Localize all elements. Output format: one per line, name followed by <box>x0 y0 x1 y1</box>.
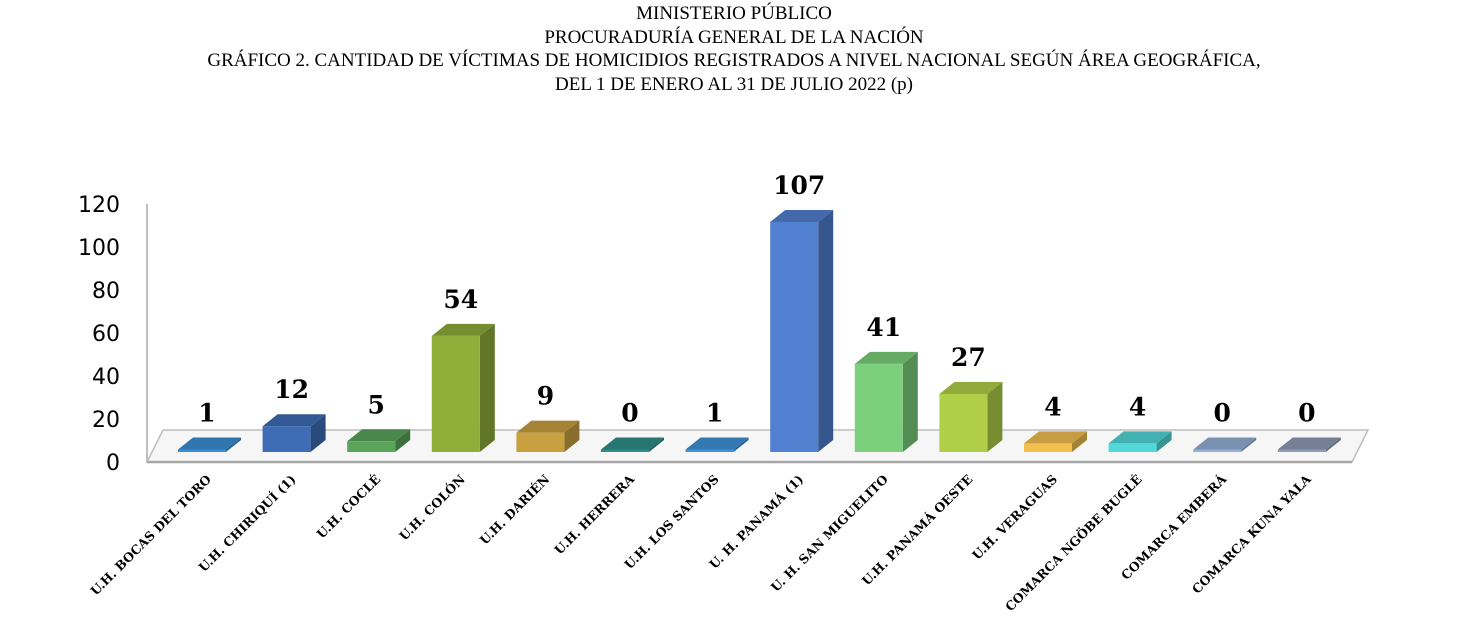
bar-front-face <box>178 449 226 452</box>
bar <box>431 323 495 452</box>
x-tick-label: COMARCA NGÖBE BUGLÉ <box>1001 471 1144 614</box>
bar <box>685 437 749 452</box>
x-tick-label: U.H. VERAGUAS <box>969 472 1060 563</box>
bar-front-face <box>516 432 565 452</box>
bar-front-face <box>854 363 903 452</box>
bar-top-face <box>1277 437 1341 450</box>
bar-side-face <box>1072 431 1087 452</box>
bar-front-face <box>601 449 649 452</box>
bar <box>1108 431 1172 452</box>
chart-axes <box>145 204 1370 464</box>
data-label: 27 <box>951 343 986 372</box>
title-line-chart-title: GRÁFICO 2. CANTIDAD DE VÍCTIMAS DE HOMIC… <box>207 50 1261 71</box>
bar-side-face <box>1241 437 1257 452</box>
bar-top-face <box>770 209 834 222</box>
bar-side-face <box>310 414 326 452</box>
y-tick-label: 80 <box>92 279 120 304</box>
title-line-date-range: DEL 1 DE ENERO AL 31 DE JULIO 2022 (p) <box>555 73 913 95</box>
bar <box>347 429 411 452</box>
y-tick-label: 120 <box>78 193 120 218</box>
bar-top-face <box>431 323 495 336</box>
bar-top-face <box>1193 437 1257 450</box>
bar-side-face <box>1325 437 1341 452</box>
bar-side-face <box>649 437 664 452</box>
bar <box>770 209 834 452</box>
data-label: 0 <box>1213 399 1230 428</box>
data-label: 107 <box>773 171 825 200</box>
data-label: 0 <box>621 399 638 428</box>
x-tick-label: U.H. HERRERA <box>551 471 637 557</box>
bar <box>1024 431 1087 452</box>
data-label: 1 <box>198 399 215 428</box>
bar-top-face <box>262 414 326 427</box>
bar-top-face <box>178 437 241 450</box>
bar-front-face <box>431 335 480 452</box>
x-tick-label: U.H. COLÓN <box>395 471 468 544</box>
y-tick-label: 40 <box>92 365 120 390</box>
title-line-procuraduria: PROCURADURÍA GENERAL DE LA NACIÓN <box>544 26 924 48</box>
bar-top-face <box>854 351 918 364</box>
x-tick-label: U.H. LOS SANTOS <box>621 472 721 572</box>
bar <box>601 437 664 452</box>
bar-side-face <box>226 437 241 452</box>
bar-side-face <box>564 420 580 452</box>
bar-front-face <box>770 221 819 452</box>
data-label: 4 <box>1044 392 1061 421</box>
bar-front-face <box>1277 449 1326 452</box>
y-axis-ticks: 0 20 40 60 80 100 120 <box>78 193 120 476</box>
data-label: 9 <box>537 382 554 411</box>
bar <box>178 437 241 452</box>
bar <box>516 420 580 452</box>
bar-top-face <box>601 437 664 450</box>
bar-top-face <box>1108 431 1172 444</box>
bar-top-face <box>685 437 749 450</box>
bar-front-face <box>1193 449 1242 452</box>
bar-front-face <box>1024 443 1072 452</box>
data-label: 0 <box>1298 399 1315 428</box>
bar-side-face <box>395 429 411 452</box>
x-tick-label: U.H. BOCAS DEL TORO <box>87 471 214 598</box>
bar <box>262 414 326 452</box>
bar-series <box>178 209 1341 452</box>
y-tick-label: 0 <box>106 451 120 476</box>
chart-floor <box>145 429 1370 463</box>
x-tick-label: U.H. COCLÉ <box>314 472 384 542</box>
data-label: 12 <box>274 375 309 404</box>
bar-front-face <box>262 426 311 452</box>
bar <box>854 351 918 452</box>
bar-side-face <box>733 437 749 452</box>
data-label: 4 <box>1129 392 1146 421</box>
bar-side-face <box>479 323 495 452</box>
data-label: 54 <box>443 285 478 314</box>
bar-front-face <box>1108 443 1157 452</box>
y-tick-label: 60 <box>92 322 120 347</box>
bar-side-face <box>818 209 834 452</box>
title-line-ministry: MINISTERIO PÚBLICO <box>636 3 832 24</box>
y-tick-label: 100 <box>78 236 120 261</box>
y-tick-label: 20 <box>92 408 120 433</box>
bar-top-face <box>516 420 580 433</box>
x-tick-label: U. H. PANAMÁ (1) <box>706 472 806 572</box>
bar <box>1277 437 1341 452</box>
data-label: 5 <box>367 390 384 419</box>
x-tick-label: U.H. CHIRIQUÍ (1) <box>195 472 298 575</box>
data-label: 1 <box>706 399 723 428</box>
bar-top-face <box>939 381 1003 394</box>
bar-top-face <box>1024 431 1087 444</box>
bar <box>1193 437 1257 452</box>
bar-front-face <box>685 449 734 452</box>
chart-title-block: MINISTERIO PÚBLICO PROCURADURÍA GENERAL … <box>0 2 1468 96</box>
x-tick-label: U.H. DARIÉN <box>477 472 553 548</box>
bar-front-face <box>939 393 988 452</box>
bar-top-face <box>347 429 411 442</box>
data-labels: 1 12 5 54 9 0 1 107 41 27 4 4 0 0 <box>198 171 1315 428</box>
data-label: 41 <box>866 313 901 342</box>
bar <box>939 381 1003 452</box>
bar-side-face <box>1156 431 1172 452</box>
bar-side-face <box>987 381 1003 452</box>
bar-front-face <box>347 441 396 452</box>
bar-side-face <box>902 351 918 452</box>
